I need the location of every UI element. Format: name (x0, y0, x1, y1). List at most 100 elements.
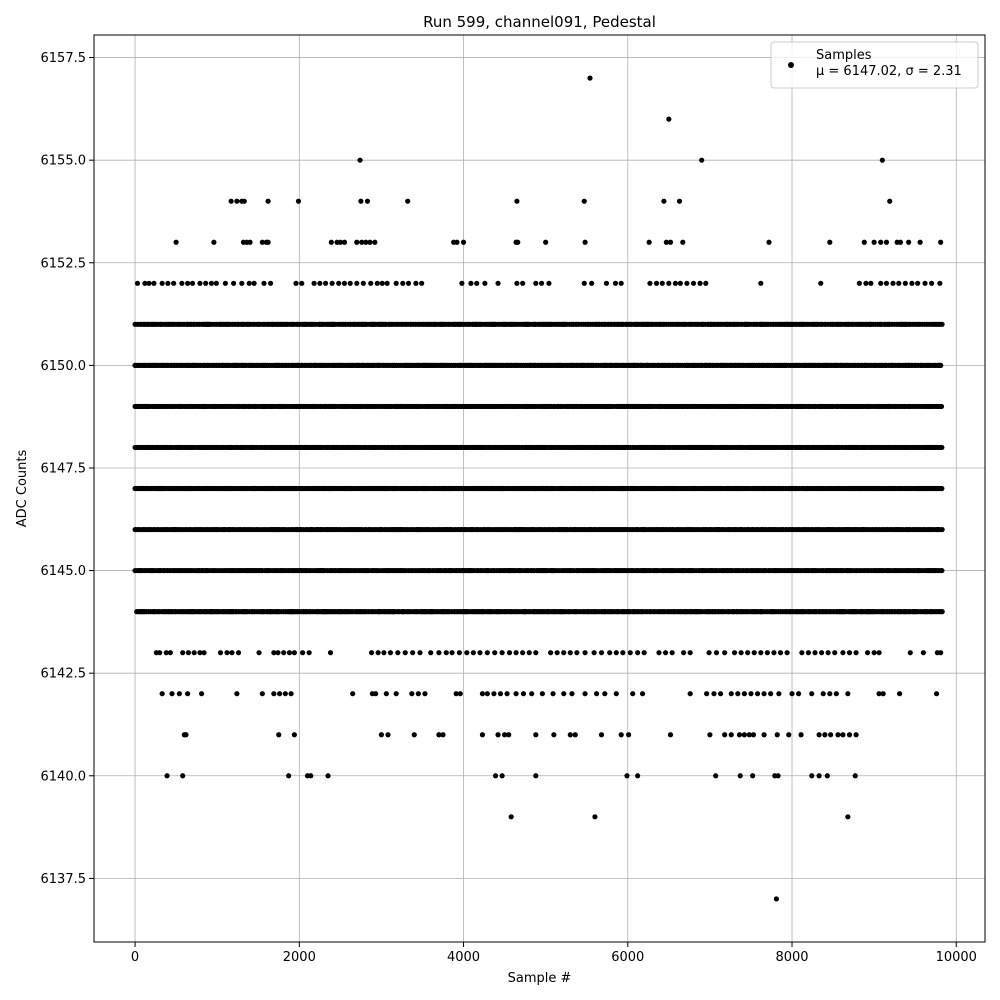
scatter-point (666, 116, 672, 122)
scatter-point (171, 280, 177, 286)
scatter-point (354, 239, 360, 245)
scatter-point (533, 732, 539, 738)
scatter-point (198, 691, 205, 697)
x-tick-label: 4000 (447, 950, 480, 965)
scatter-point (676, 198, 683, 204)
scatter-point (422, 691, 428, 697)
scatter-point (620, 650, 626, 656)
y-tick-label: 6142.5 (41, 667, 87, 682)
scatter-point (818, 650, 825, 656)
scatter-point (812, 650, 818, 656)
scatter-point (539, 691, 545, 697)
scatter-point (774, 732, 780, 738)
scatter-point (533, 280, 539, 286)
scatter-point (687, 650, 693, 656)
scatter-point (795, 691, 802, 697)
legend-box (770, 41, 979, 89)
scatter-point (786, 732, 792, 738)
scatter-point (669, 650, 675, 656)
scatter-point (775, 773, 781, 779)
scatter-point (428, 650, 434, 656)
scatter-point (341, 280, 348, 286)
scatter-point (211, 239, 217, 245)
scatter-point (513, 691, 519, 697)
scatter-point (520, 691, 527, 697)
scatter-point (197, 280, 203, 286)
scatter-point (876, 650, 882, 656)
scatter-point (459, 280, 465, 286)
scatter-point (410, 650, 416, 656)
scatter-point (159, 691, 165, 697)
scatter-point (589, 280, 595, 286)
y-axis-label: ADC Counts (15, 450, 30, 528)
scatter-point (159, 280, 165, 286)
scatter-point (547, 650, 554, 656)
x-tick-label: 10000 (936, 950, 977, 965)
scatter-point (736, 732, 743, 738)
scatter-point (938, 650, 944, 656)
y-tick-label: 6157.5 (41, 51, 87, 66)
scatter-point (436, 650, 442, 656)
scatter-point (939, 567, 945, 574)
scatter-point (809, 691, 815, 697)
scatter-point (179, 280, 185, 286)
scatter-point (667, 732, 674, 738)
scatter-point (728, 691, 734, 697)
scatter-point (261, 280, 267, 286)
scatter-point (827, 691, 833, 697)
scatter-point (846, 650, 853, 656)
scatter-point (191, 650, 197, 656)
scatter-point (364, 198, 371, 204)
scatter-point (550, 691, 556, 697)
scatter-point (816, 732, 822, 738)
scatter-point (479, 691, 486, 697)
scatter-point (618, 732, 624, 738)
scatter-point (603, 280, 610, 286)
scatter-point (771, 650, 777, 656)
scatter-point (711, 691, 717, 697)
scatter-point (630, 691, 636, 697)
scatter-point (405, 198, 411, 204)
scatter-point (938, 239, 944, 245)
scatter-point (833, 691, 839, 697)
scatter-point (607, 650, 613, 656)
scatter-point (741, 732, 747, 738)
scatter-point (151, 280, 157, 286)
scatter-point (180, 773, 186, 779)
scatter-point (546, 280, 552, 286)
scatter-point (748, 691, 754, 697)
data-points (132, 75, 945, 902)
scatter-point (477, 650, 483, 656)
scatter-point (479, 732, 486, 738)
scatter-point (939, 321, 945, 327)
legend: Samples μ = 6147.02, σ = 2.31 (770, 41, 979, 89)
scatter-point (635, 773, 641, 779)
scatter-point (777, 650, 784, 656)
scatter-point (703, 280, 709, 286)
scatter-point (624, 773, 630, 779)
scatter-point (157, 650, 163, 656)
scatter-point (374, 280, 380, 286)
scatter-point (417, 650, 423, 656)
scatter-point (677, 280, 683, 286)
scatter-point (360, 280, 366, 286)
scatter-point (917, 239, 923, 245)
scatter-point (896, 691, 903, 697)
scatter-point (165, 280, 171, 286)
scatter-point (234, 691, 240, 697)
scatter-point (776, 691, 782, 697)
scatter-point (656, 650, 662, 656)
scatter-point (267, 280, 274, 286)
scatter-point (393, 691, 399, 697)
scatter-point (337, 239, 343, 245)
scatter-point (582, 239, 588, 245)
scatter-point (641, 650, 647, 656)
scatter-point (773, 896, 780, 902)
legend-marker (788, 62, 794, 68)
scatter-point (169, 691, 175, 697)
scatter-point (878, 280, 884, 286)
scatter-point (373, 691, 379, 697)
scatter-point (864, 650, 871, 656)
scatter-point (327, 650, 334, 656)
